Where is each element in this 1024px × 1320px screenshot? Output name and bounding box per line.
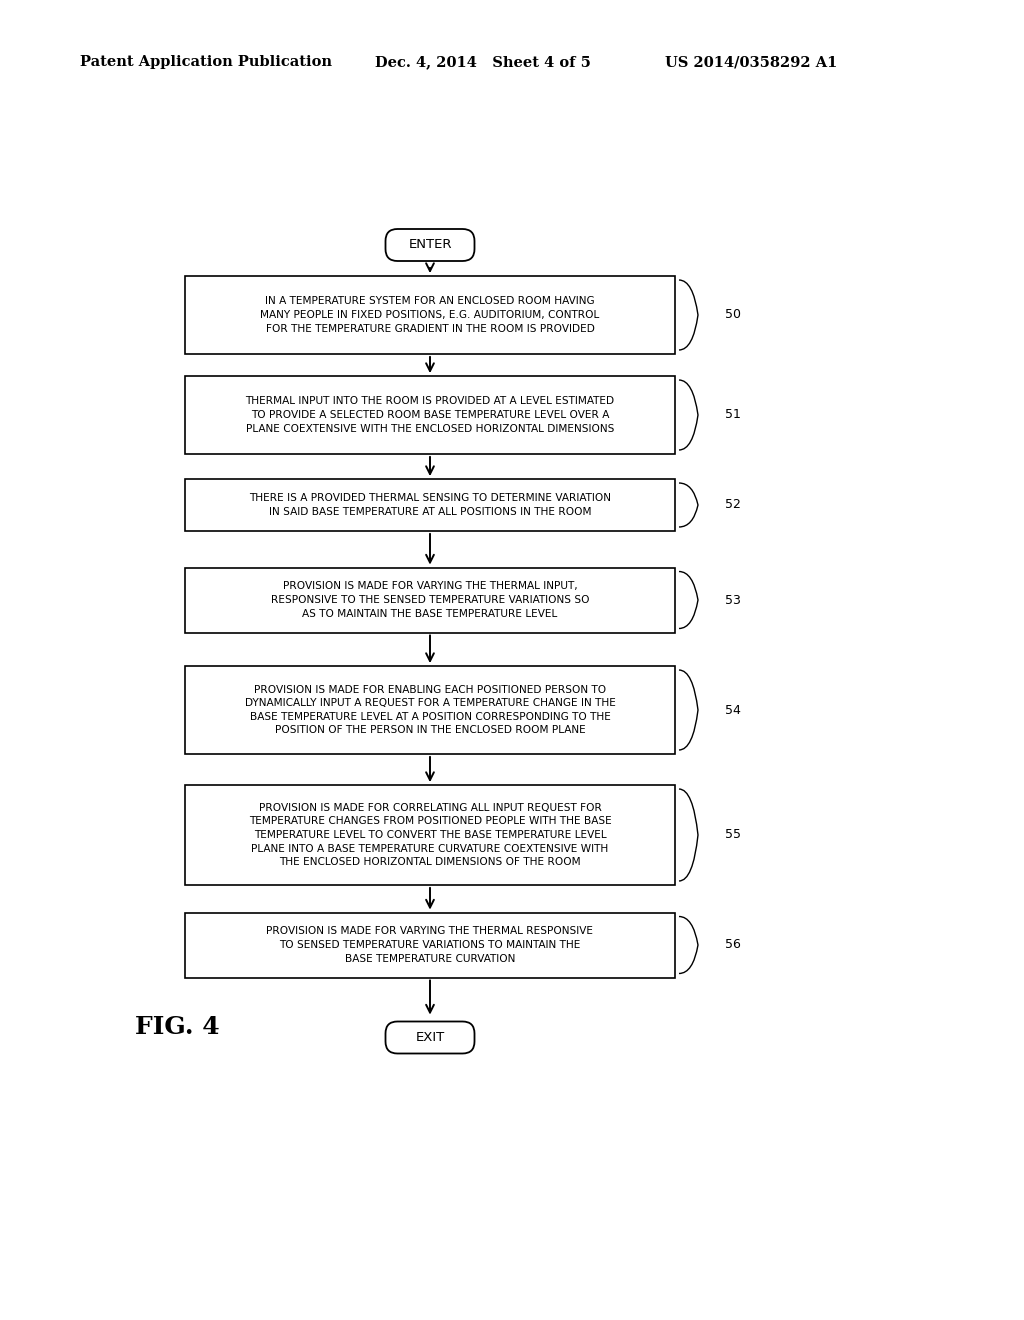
Text: Dec. 4, 2014   Sheet 4 of 5: Dec. 4, 2014 Sheet 4 of 5 <box>375 55 591 69</box>
Text: PROVISION IS MADE FOR VARYING THE THERMAL RESPONSIVE
TO SENSED TEMPERATURE VARIA: PROVISION IS MADE FOR VARYING THE THERMA… <box>266 927 594 964</box>
Text: IN A TEMPERATURE SYSTEM FOR AN ENCLOSED ROOM HAVING
MANY PEOPLE IN FIXED POSITIO: IN A TEMPERATURE SYSTEM FOR AN ENCLOSED … <box>260 297 600 334</box>
FancyBboxPatch shape <box>385 1022 474 1053</box>
Bar <box>185 479 675 531</box>
Text: 54: 54 <box>725 704 741 717</box>
Text: PROVISION IS MADE FOR ENABLING EACH POSITIONED PERSON TO
DYNAMICALLY INPUT A REQ: PROVISION IS MADE FOR ENABLING EACH POSI… <box>245 685 615 735</box>
Bar <box>185 376 675 454</box>
Text: FIG. 4: FIG. 4 <box>135 1015 219 1040</box>
Text: ENTER: ENTER <box>409 239 452 252</box>
Text: PROVISION IS MADE FOR VARYING THE THERMAL INPUT,
RESPONSIVE TO THE SENSED TEMPER: PROVISION IS MADE FOR VARYING THE THERMA… <box>270 581 589 619</box>
Text: 51: 51 <box>725 408 741 421</box>
Text: THERMAL INPUT INTO THE ROOM IS PROVIDED AT A LEVEL ESTIMATED
TO PROVIDE A SELECT: THERMAL INPUT INTO THE ROOM IS PROVIDED … <box>246 396 614 433</box>
Text: 52: 52 <box>725 499 741 511</box>
Text: EXIT: EXIT <box>416 1031 444 1044</box>
Bar <box>185 785 675 884</box>
Bar <box>185 568 675 632</box>
Text: US 2014/0358292 A1: US 2014/0358292 A1 <box>665 55 838 69</box>
Text: 55: 55 <box>725 829 741 842</box>
FancyBboxPatch shape <box>385 228 474 261</box>
Text: Patent Application Publication: Patent Application Publication <box>80 55 332 69</box>
Text: 53: 53 <box>725 594 741 606</box>
Bar <box>185 276 675 354</box>
Text: 50: 50 <box>725 309 741 322</box>
Text: 56: 56 <box>725 939 741 952</box>
Bar <box>185 912 675 978</box>
Text: THERE IS A PROVIDED THERMAL SENSING TO DETERMINE VARIATION
IN SAID BASE TEMPERAT: THERE IS A PROVIDED THERMAL SENSING TO D… <box>249 494 611 517</box>
Bar <box>185 667 675 754</box>
Text: PROVISION IS MADE FOR CORRELATING ALL INPUT REQUEST FOR
TEMPERATURE CHANGES FROM: PROVISION IS MADE FOR CORRELATING ALL IN… <box>249 803 611 867</box>
